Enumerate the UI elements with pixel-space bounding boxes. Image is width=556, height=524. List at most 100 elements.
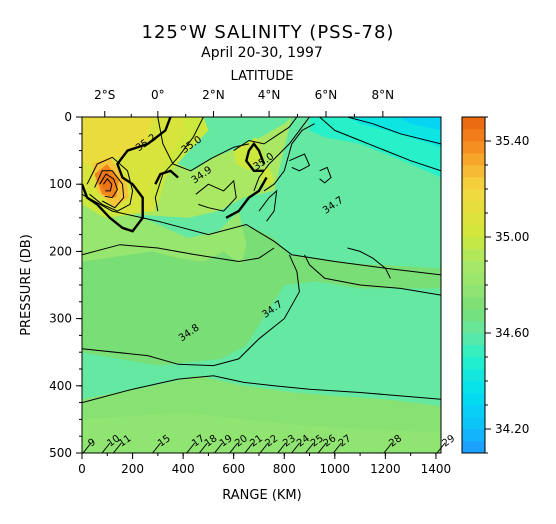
colorbar-band bbox=[462, 393, 485, 406]
top-tick-label: 8°N bbox=[372, 88, 395, 102]
station-tick bbox=[305, 442, 314, 454]
station-tick bbox=[152, 442, 161, 454]
y-tick-label: 100 bbox=[49, 177, 72, 191]
top-tick-label: 6°N bbox=[315, 88, 338, 102]
station-label: 29 bbox=[440, 433, 457, 449]
contour-line bbox=[195, 179, 237, 212]
colorbar-band bbox=[462, 333, 485, 346]
contour-line bbox=[82, 244, 275, 263]
y-tick-label: 0 bbox=[64, 110, 72, 124]
station-tick bbox=[214, 442, 223, 454]
y-tick-label: 500 bbox=[49, 446, 72, 460]
station-tick bbox=[113, 442, 122, 454]
contour-line bbox=[82, 117, 172, 233]
y-axis-label: PRESSURE (DB) bbox=[19, 234, 34, 336]
contour-line bbox=[304, 254, 441, 296]
colorbar-band bbox=[462, 417, 485, 430]
colorbar-band bbox=[462, 429, 485, 442]
colorbar-band bbox=[462, 153, 485, 166]
station-tick bbox=[259, 442, 269, 454]
station-tick bbox=[198, 442, 208, 454]
colorbar-band bbox=[462, 213, 485, 226]
x-tick-label: 600 bbox=[222, 462, 245, 476]
colorbar-band bbox=[462, 369, 485, 382]
contour-line bbox=[347, 247, 391, 279]
colorbar-band bbox=[462, 189, 485, 202]
top-tick-label: 4°N bbox=[258, 88, 281, 102]
station-tick bbox=[332, 442, 342, 454]
station-label: 9 bbox=[86, 437, 98, 450]
x-tick-label: 1000 bbox=[320, 462, 351, 476]
station-tick bbox=[383, 442, 393, 454]
colorbar-band bbox=[462, 273, 485, 286]
salinity-region bbox=[82, 412, 441, 453]
y-tick-label: 400 bbox=[49, 379, 72, 393]
colorbar-band bbox=[462, 225, 485, 238]
station-tick bbox=[186, 442, 196, 454]
colorbar-band bbox=[462, 177, 485, 190]
station-tick bbox=[244, 442, 254, 454]
axes: 0 200 400 600 800 1000 1200 1400 0 100 200 300 400 50… bbox=[49, 88, 451, 476]
contour-line bbox=[289, 153, 311, 172]
station-tick bbox=[317, 442, 327, 454]
contour-line bbox=[103, 177, 113, 192]
salinity-region bbox=[398, 117, 441, 131]
y-tick-label: 300 bbox=[49, 312, 72, 326]
colorbar-band bbox=[462, 129, 485, 142]
contour-line bbox=[319, 166, 332, 184]
colorbar-band bbox=[462, 141, 485, 154]
colorbar-band bbox=[462, 381, 485, 394]
chart-title: 125°W SALINITY (PSS-78) bbox=[142, 22, 395, 43]
colorbar-band bbox=[462, 309, 485, 322]
colorbar-band bbox=[462, 345, 485, 358]
colorbar-tick-label: 34.20 bbox=[495, 422, 529, 436]
x-tick-label: 1400 bbox=[421, 462, 452, 476]
colorbar: 35.40 35.00 34.60 34.20 bbox=[461, 116, 529, 454]
colorbar-band bbox=[462, 261, 485, 274]
colorbar-band bbox=[462, 441, 485, 454]
contour-line bbox=[225, 176, 268, 219]
station-tick bbox=[229, 442, 239, 454]
top-axis-label: LATITUDE bbox=[231, 69, 294, 84]
contour-line bbox=[154, 117, 204, 212]
contour-line bbox=[82, 254, 300, 367]
contour-line bbox=[258, 189, 278, 222]
top-tick-label: 0° bbox=[151, 88, 165, 102]
colorbar-band bbox=[462, 165, 485, 178]
station-tick bbox=[436, 442, 446, 454]
salinity-region bbox=[99, 170, 114, 191]
contour-line bbox=[233, 117, 298, 152]
station-tick bbox=[101, 442, 111, 454]
contour-line bbox=[263, 123, 315, 192]
colorbar-band bbox=[462, 201, 485, 214]
x-tick-label: 200 bbox=[121, 462, 144, 476]
y-tick-label: 200 bbox=[49, 244, 72, 258]
chart-subtitle: April 20-30, 1997 bbox=[201, 45, 323, 61]
contour-line bbox=[94, 170, 125, 209]
colorbar-band bbox=[462, 237, 485, 250]
station-tick bbox=[277, 442, 287, 454]
contour-line bbox=[82, 193, 441, 276]
colorbar-band bbox=[462, 405, 485, 418]
plot-area bbox=[82, 117, 441, 453]
contour-line bbox=[347, 117, 441, 145]
contour-line bbox=[244, 141, 266, 173]
contour-line bbox=[154, 169, 179, 185]
x-tick-label: 1200 bbox=[370, 462, 401, 476]
contour-line bbox=[99, 173, 118, 199]
colorbar-band bbox=[462, 297, 485, 310]
top-tick-label: 2°N bbox=[202, 88, 225, 102]
colorbar-tick-label: 35.00 bbox=[495, 230, 529, 244]
colorbar-tick-label: 34.60 bbox=[495, 326, 529, 340]
contour-line bbox=[157, 117, 250, 172]
top-tick-label: 2°S bbox=[94, 88, 115, 102]
x-axis-label: RANGE (KM) bbox=[222, 488, 301, 503]
x-tick-label: 800 bbox=[273, 462, 296, 476]
contour-line bbox=[319, 117, 441, 172]
contour-line bbox=[86, 156, 134, 212]
colorbar-band bbox=[462, 117, 485, 130]
colorbar-tick-label: 35.40 bbox=[495, 134, 529, 148]
contour-line bbox=[82, 375, 441, 404]
salinity-region bbox=[82, 117, 153, 164]
station-tick bbox=[291, 442, 301, 454]
